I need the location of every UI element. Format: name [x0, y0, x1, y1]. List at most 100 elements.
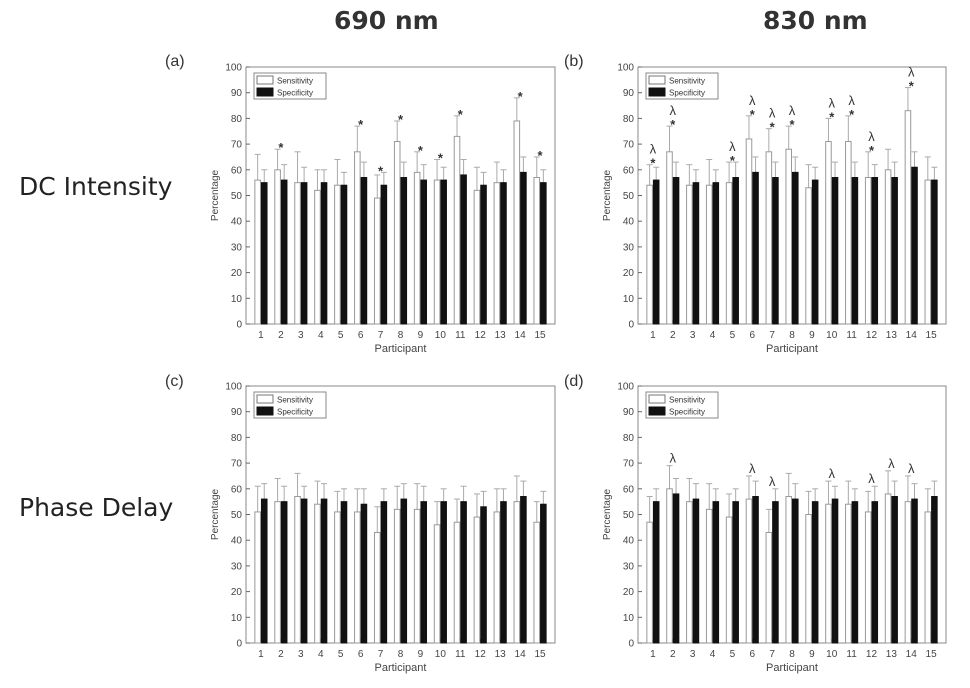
significance-lambda: λ: [769, 106, 776, 121]
x-tick-label: 12: [866, 330, 878, 341]
y-tick-label: 30: [231, 242, 243, 253]
specificity-bar: [360, 503, 368, 644]
legend-label-sensitivity: Sensitivity: [277, 77, 313, 86]
specificity-bar: [480, 506, 487, 644]
specificity-bar: [931, 496, 938, 644]
specificity-bar: [420, 501, 428, 644]
sensitivity-bar: [533, 521, 541, 644]
x-tick-label: 1: [258, 649, 264, 660]
x-tick-label: 4: [710, 330, 716, 341]
x-tick-label: 2: [278, 649, 284, 660]
legend-swatch-sensitivity: [648, 75, 666, 85]
y-tick-label: 80: [231, 114, 243, 125]
x-tick-label: 2: [278, 330, 284, 341]
x-tick-label: 3: [298, 649, 304, 660]
x-axis-label: Participant: [375, 662, 427, 674]
sensitivity-bar: [666, 488, 673, 644]
specificity-bar: [712, 182, 720, 325]
x-tick-label: 15: [926, 330, 938, 341]
sensitivity-bar: [393, 141, 401, 325]
significance-asterisk: *: [418, 143, 424, 158]
y-axis-label: Percentage: [210, 169, 221, 221]
sensitivity-bar: [274, 169, 281, 325]
x-tick-label: 15: [534, 330, 546, 341]
specificity-bar: [440, 179, 447, 325]
row-title-dc-intensity: DC Intensity: [19, 172, 173, 201]
specificity-bar: [811, 501, 819, 644]
y-tick-label: 90: [623, 407, 635, 418]
sensitivity-bar: [334, 511, 341, 644]
significance-lambda: λ: [908, 461, 915, 476]
sensitivity-bar: [254, 511, 261, 644]
specificity-bar: [871, 501, 879, 644]
x-tick-label: 7: [378, 330, 384, 341]
specificity-bar: [320, 498, 328, 644]
sensitivity-bar: [765, 531, 773, 644]
x-tick-label: 2: [670, 649, 676, 660]
y-tick-label: 40: [623, 536, 635, 547]
sensitivity-bar: [884, 493, 892, 644]
specificity-bar: [652, 179, 660, 325]
sensitivity-bar: [274, 501, 281, 644]
significance-lambda: λ: [749, 461, 756, 476]
y-tick-label: 40: [231, 536, 243, 547]
y-tick-label: 70: [623, 459, 635, 470]
x-tick-label: 13: [495, 649, 507, 660]
sensitivity-bar: [765, 151, 773, 325]
sensitivity-bar: [433, 524, 441, 644]
significance-asterisk: *: [650, 156, 656, 171]
sensitivity-bar: [864, 511, 872, 644]
specificity-bar: [732, 501, 739, 644]
specificity-bar: [500, 501, 507, 644]
x-tick-label: 11: [846, 330, 857, 341]
sensitivity-bar: [493, 511, 501, 644]
sensitivity-bar: [646, 521, 653, 644]
y-tick-label: 0: [236, 639, 242, 650]
y-tick-label: 80: [231, 433, 243, 444]
chart-panel-a: (a) 0 10 20 30 40 50 60 70 80 90 100 Percentage Parti…: [165, 53, 556, 355]
y-tick-label: 10: [623, 294, 635, 305]
x-tick-label: 6: [749, 649, 755, 660]
specificity-bar: [692, 498, 700, 644]
significance-lambda: λ: [670, 103, 677, 118]
specificity-bar: [460, 174, 467, 325]
significance-lambda: λ: [670, 451, 677, 466]
significance-lambda: λ: [749, 93, 756, 108]
sensitivity-bar: [884, 169, 892, 325]
y-tick-label: 100: [617, 382, 634, 393]
sensitivity-bar: [924, 179, 932, 325]
x-tick-label: 11: [455, 649, 466, 660]
specificity-bar: [712, 501, 720, 644]
sensitivity-bar: [393, 508, 401, 644]
x-tick-label: 14: [515, 649, 527, 660]
significance-asterisk: *: [438, 151, 444, 166]
x-tick-label: 8: [789, 649, 795, 660]
significance-lambda: λ: [828, 466, 835, 481]
y-tick-label: 40: [231, 217, 243, 228]
sensitivity-bar: [373, 197, 381, 325]
specificity-bar: [520, 496, 527, 644]
x-tick-label: 10: [435, 649, 447, 660]
specificity-bar: [260, 182, 268, 325]
y-tick-label: 50: [231, 510, 243, 521]
y-tick-label: 60: [623, 165, 635, 176]
x-tick-label: 2: [670, 330, 676, 341]
specificity-bar: [420, 179, 428, 325]
x-tick-label: 10: [826, 649, 838, 660]
x-tick-label: 3: [690, 649, 696, 660]
column-title-830nm: 830 nm: [763, 6, 868, 35]
sensitivity-bar: [686, 184, 693, 325]
significance-asterisk: *: [730, 153, 736, 168]
y-tick-label: 0: [236, 320, 242, 331]
y-tick-label: 50: [231, 191, 243, 202]
significance-lambda: λ: [908, 65, 915, 80]
sensitivity-bar: [904, 501, 912, 644]
sensitivity-bar: [825, 503, 832, 644]
y-tick-label: 60: [231, 165, 243, 176]
specificity-bar: [480, 184, 487, 325]
x-tick-label: 9: [418, 330, 424, 341]
sensitivity-bar: [473, 189, 481, 325]
sensitivity-bar: [413, 171, 421, 325]
sensitivity-bar: [533, 177, 541, 325]
x-tick-label: 7: [378, 649, 384, 660]
